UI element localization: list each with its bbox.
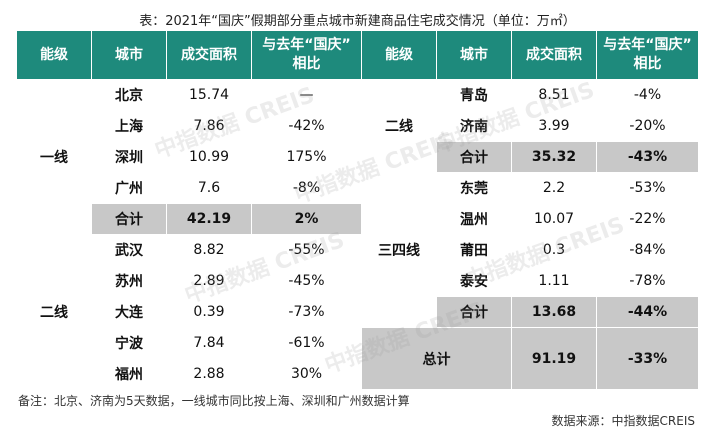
city-cell: 温州	[436, 203, 512, 235]
table-row: 一线 北京 15.74 — 二线 青岛 8.51 -4%	[16, 79, 699, 235]
city-cell: 青岛	[436, 79, 512, 111]
subtotal-label: 合计	[91, 203, 167, 235]
tier-label: 二线	[16, 234, 92, 390]
table-row: 深圳 10.99 175% 合计 35.32 -43%	[17, 141, 699, 173]
table-title: 表：2021年“国庆”假期部分重点城市新建商品住宅成交情况（单位：万㎡）	[139, 14, 576, 29]
header-tier: 能级	[361, 30, 437, 80]
header-area: 成交面积	[166, 30, 252, 80]
change-cell: -20%	[596, 110, 699, 142]
area-cell: 0.3	[511, 234, 597, 266]
change-cell: 175%	[251, 141, 362, 173]
change-cell: -22%	[596, 203, 699, 235]
area-cell: 1.11	[511, 265, 597, 297]
change-cell: -84%	[596, 234, 699, 266]
city-cell: 苏州	[91, 265, 167, 297]
change-cell: -53%	[596, 172, 699, 204]
table-row: 二线 武汉 8.82 -55% 莆田 0.3 -84%	[16, 234, 699, 390]
area-cell: 0.39	[166, 296, 252, 328]
total-change: -33%	[596, 327, 699, 390]
data-source: 数据来源：中指数据CREIS	[551, 414, 695, 428]
subtotal-change: 2%	[251, 203, 362, 235]
table-row: 广州 7.6 -8% 三四线 东莞 2.2 -53%	[17, 172, 699, 328]
tier-label: 三四线	[361, 172, 437, 328]
city-cell: 福州	[91, 358, 167, 390]
table-row: 福州 2.88 30%	[17, 358, 699, 390]
change-cell: -45%	[251, 265, 362, 297]
change-cell: -4%	[596, 79, 699, 111]
header-tier: 能级	[16, 30, 92, 80]
header-area: 成交面积	[511, 30, 597, 80]
housing-transactions-table: 能级 城市 成交面积 与去年“国庆” 相比 能级 城市 成交面积 与去年“国庆” 相…	[16, 30, 699, 390]
subtotal-change: -43%	[596, 141, 699, 173]
city-cell: 济南	[436, 110, 512, 142]
header-city: 城市	[436, 30, 512, 80]
change-cell: 30%	[251, 358, 362, 390]
total-area: 91.19	[511, 327, 597, 390]
city-cell: 北京	[91, 79, 167, 111]
table-row: 大连 0.39 -73% 合计 13.68 -44%	[17, 296, 699, 328]
city-cell: 泰安	[436, 265, 512, 297]
table-row: 合计 42.19 2% 温州 10.07 -22%	[17, 203, 699, 235]
table-row: 苏州 2.89 -45% 泰安 1.11 -78%	[17, 265, 699, 297]
area-cell: 3.99	[511, 110, 597, 142]
subtotal-label: 合计	[436, 141, 512, 173]
area-cell: 7.6	[166, 172, 252, 204]
subtotal-area: 13.68	[511, 296, 597, 328]
subtotal-label: 合计	[436, 296, 512, 328]
header-change: 与去年“国庆” 相比	[251, 30, 362, 80]
area-cell: 8.51	[511, 79, 597, 111]
city-cell: 宁波	[91, 327, 167, 359]
change-cell: -42%	[251, 110, 362, 142]
area-cell: 10.07	[511, 203, 597, 235]
area-cell: 10.99	[166, 141, 252, 173]
change-cell: -55%	[251, 234, 362, 266]
area-cell: 15.74	[166, 79, 252, 111]
area-cell: 8.82	[166, 234, 252, 266]
change-cell: —	[251, 79, 362, 111]
change-cell: -78%	[596, 265, 699, 297]
city-cell: 深圳	[91, 141, 167, 173]
total-label: 总计	[361, 327, 512, 390]
tier-label: 一线	[16, 79, 92, 235]
city-cell: 大连	[91, 296, 167, 328]
area-cell: 2.88	[166, 358, 252, 390]
area-cell: 2.89	[166, 265, 252, 297]
area-cell: 7.86	[166, 110, 252, 142]
header-city: 城市	[91, 30, 167, 80]
change-cell: -8%	[251, 172, 362, 204]
header-change: 与去年“国庆” 相比	[596, 30, 699, 80]
change-cell: -73%	[251, 296, 362, 328]
city-cell: 武汉	[91, 234, 167, 266]
subtotal-change: -44%	[596, 296, 699, 328]
subtotal-area: 35.32	[511, 141, 597, 173]
change-cell: -61%	[251, 327, 362, 359]
table-row: 上海 7.86 -42% 济南 3.99 -20%	[17, 110, 699, 142]
city-cell: 莆田	[436, 234, 512, 266]
subtotal-area: 42.19	[166, 203, 252, 235]
footnote: 备注：北京、济南为5天数据，一线城市同比按上海、深圳和广州数据计算	[18, 394, 410, 408]
tier-label: 二线	[361, 79, 437, 173]
area-cell: 7.84	[166, 327, 252, 359]
header-row: 能级 城市 成交面积 与去年“国庆” 相比 能级 城市 成交面积 与去年“国庆” 相…	[16, 30, 699, 80]
city-cell: 东莞	[436, 172, 512, 204]
area-cell: 2.2	[511, 172, 597, 204]
city-cell: 上海	[91, 110, 167, 142]
city-cell: 广州	[91, 172, 167, 204]
table-row: 宁波 7.84 -61% 总计 91.19 -33%	[17, 327, 699, 390]
